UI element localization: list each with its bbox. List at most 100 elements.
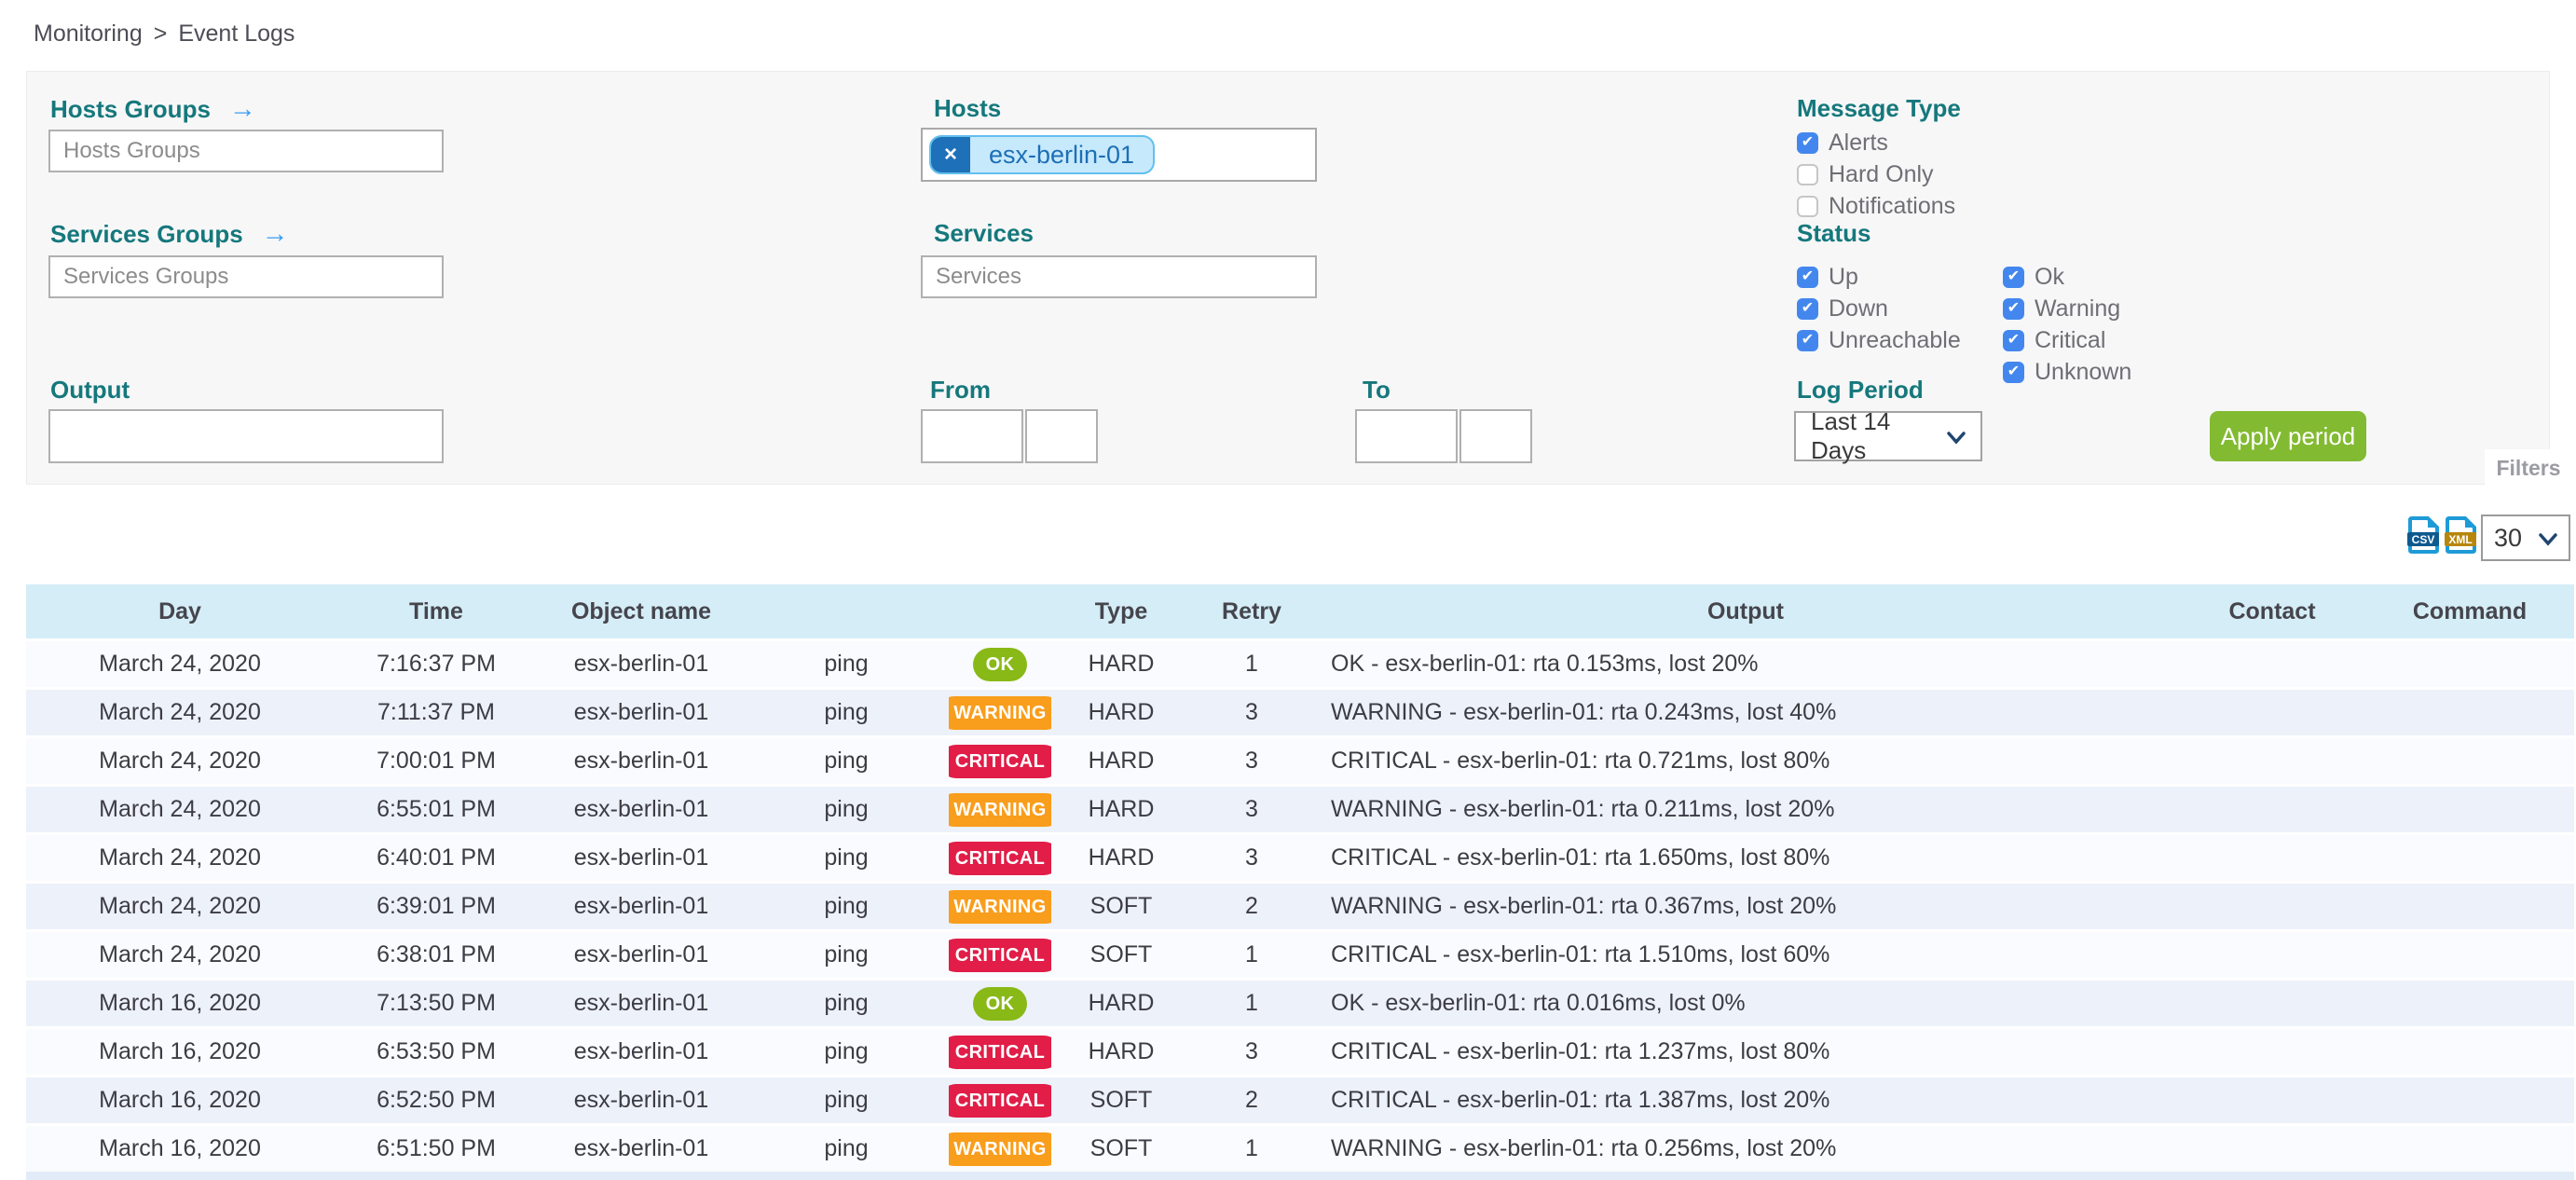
checkbox[interactable] xyxy=(2003,329,2024,351)
cell-time: 7:16:37 PM xyxy=(377,651,496,677)
table-row: March 24, 2020 7:11:37 PM esx-berlin-01 … xyxy=(26,690,2574,735)
checkbox-option[interactable]: Alerts xyxy=(1797,130,1955,156)
from-date-input[interactable] xyxy=(921,409,1023,463)
checkbox-option[interactable]: Critical xyxy=(2003,327,2131,353)
checkbox-option[interactable]: Unreachable xyxy=(1797,327,1961,353)
breadcrumb-monitoring[interactable]: Monitoring xyxy=(34,21,143,47)
status-badge: CRITICAL xyxy=(949,1035,1051,1069)
table-row: March 16, 2020 6:52:50 PM esx-berlin-01 … xyxy=(26,1077,2574,1123)
cell-status: CRITICAL xyxy=(949,938,1051,972)
breadcrumb: Monitoring > Event Logs xyxy=(34,21,295,48)
checkbox-option[interactable]: Up xyxy=(1797,264,1961,290)
checkbox[interactable] xyxy=(2003,361,2024,383)
services-groups-input[interactable] xyxy=(48,255,444,298)
chevron-down-icon xyxy=(2539,524,2557,553)
status-label: Status xyxy=(1797,219,1871,247)
checkbox[interactable] xyxy=(1797,195,1818,217)
cell-status: OK xyxy=(949,647,1051,681)
event-log-table: Day Time Object name Type Retry Output C… xyxy=(26,584,2574,1172)
to-label: To xyxy=(1363,376,1391,404)
cell-day: March 24, 2020 xyxy=(99,699,261,725)
cell-object: esx-berlin-01 xyxy=(573,941,709,967)
cell-status: CRITICAL xyxy=(949,1035,1051,1069)
from-time-input[interactable] xyxy=(1025,409,1098,463)
checkbox-label: Down xyxy=(1829,295,1888,322)
header-type: Type xyxy=(1094,597,1148,624)
cell-retry: 3 xyxy=(1245,748,1258,774)
checkbox-label: Notifications xyxy=(1829,192,1956,219)
status-options-host: Up Down Unreachable xyxy=(1797,264,1961,353)
checkbox[interactable] xyxy=(1797,297,1818,320)
cell-object: esx-berlin-01 xyxy=(573,1135,709,1161)
status-badge: CRITICAL xyxy=(949,744,1051,778)
checkbox[interactable] xyxy=(2003,297,2024,320)
csv-export-icon[interactable]: CSV xyxy=(2406,516,2440,554)
checkbox[interactable] xyxy=(2003,266,2024,288)
apply-period-button[interactable]: Apply period xyxy=(2210,411,2366,461)
cell-status: CRITICAL xyxy=(949,744,1051,778)
header-time: Time xyxy=(409,597,463,624)
hosts-input[interactable]: × esx-berlin-01 xyxy=(921,128,1317,182)
checkbox-option[interactable]: Down xyxy=(1797,295,1961,322)
log-period-select[interactable]: Last 14 Days xyxy=(1794,407,1982,464)
checkbox[interactable] xyxy=(1797,266,1818,288)
breadcrumb-event-logs[interactable]: Event Logs xyxy=(178,21,295,47)
cell-time: 6:39:01 PM xyxy=(377,893,496,919)
header-command: Command xyxy=(2412,597,2528,624)
table-body: March 24, 2020 7:16:37 PM esx-berlin-01 … xyxy=(26,641,2574,1172)
log-period-label: Log Period xyxy=(1797,376,1924,404)
rows-per-page-select[interactable]: 30 xyxy=(2481,515,2570,561)
message-type-label: Message Type xyxy=(1797,94,1961,122)
cell-service: ping xyxy=(824,796,869,822)
status-options-service: Ok Warning Critical Unknown xyxy=(2003,264,2131,385)
cell-service: ping xyxy=(824,990,869,1016)
cell-output: CRITICAL - esx-berlin-01: rta 1.510ms, l… xyxy=(1331,941,1830,967)
hosts-groups-arrow-icon[interactable]: → xyxy=(228,94,256,124)
checkbox-option[interactable]: Notifications xyxy=(1797,193,1955,219)
cell-type: SOFT xyxy=(1089,941,1153,967)
checkbox[interactable] xyxy=(1797,163,1818,185)
cell-type: SOFT xyxy=(1089,893,1153,919)
cell-retry: 1 xyxy=(1245,990,1258,1016)
cell-object: esx-berlin-01 xyxy=(573,1038,709,1064)
services-groups-arrow-icon[interactable]: → xyxy=(261,219,289,249)
cell-service: ping xyxy=(824,1087,869,1113)
services-input[interactable] xyxy=(921,255,1317,298)
cell-service: ping xyxy=(824,748,869,774)
status-badge: CRITICAL xyxy=(949,1083,1051,1118)
table-header-row: Day Time Object name Type Retry Output C… xyxy=(26,584,2574,638)
header-contact: Contact xyxy=(2228,597,2316,624)
cell-output: CRITICAL - esx-berlin-01: rta 1.237ms, l… xyxy=(1331,1038,1830,1064)
services-label: Services xyxy=(934,219,1034,247)
checkbox-option[interactable]: Warning xyxy=(2003,295,2131,322)
checkbox[interactable] xyxy=(1797,329,1818,351)
xml-export-icon[interactable]: XML xyxy=(2444,516,2477,554)
table-row: March 24, 2020 7:16:37 PM esx-berlin-01 … xyxy=(26,641,2574,687)
cell-object: esx-berlin-01 xyxy=(573,651,709,677)
to-date-input[interactable] xyxy=(1355,409,1458,463)
checkbox[interactable] xyxy=(1797,131,1818,154)
checkbox-option[interactable]: Hard Only xyxy=(1797,161,1955,187)
table-row: March 24, 2020 6:38:01 PM esx-berlin-01 … xyxy=(26,932,2574,978)
to-time-input[interactable] xyxy=(1459,409,1532,463)
output-input[interactable] xyxy=(48,409,444,463)
cell-type: SOFT xyxy=(1089,1135,1153,1161)
checkbox-label: Up xyxy=(1829,263,1858,290)
chip-remove-button[interactable]: × xyxy=(931,137,970,172)
cell-status: CRITICAL xyxy=(949,841,1051,875)
cell-day: March 24, 2020 xyxy=(99,796,261,822)
checkbox-option[interactable]: Unknown xyxy=(2003,359,2131,385)
cell-day: March 24, 2020 xyxy=(99,651,261,677)
checkbox-option[interactable]: Ok xyxy=(2003,264,2131,290)
checkbox-label: Critical xyxy=(2035,326,2106,353)
cell-retry: 3 xyxy=(1245,699,1258,725)
checkbox-label: Unreachable xyxy=(1829,326,1961,353)
filters-tab[interactable]: Filters xyxy=(2485,449,2572,487)
cell-day: March 16, 2020 xyxy=(99,1087,261,1113)
cell-retry: 2 xyxy=(1245,1087,1258,1113)
header-output: Output xyxy=(1707,597,1784,624)
filters-panel: Hosts Groups → Services Groups → Output Ho… xyxy=(26,71,2572,487)
cell-object: esx-berlin-01 xyxy=(573,844,709,871)
hosts-groups-input[interactable] xyxy=(48,130,444,172)
